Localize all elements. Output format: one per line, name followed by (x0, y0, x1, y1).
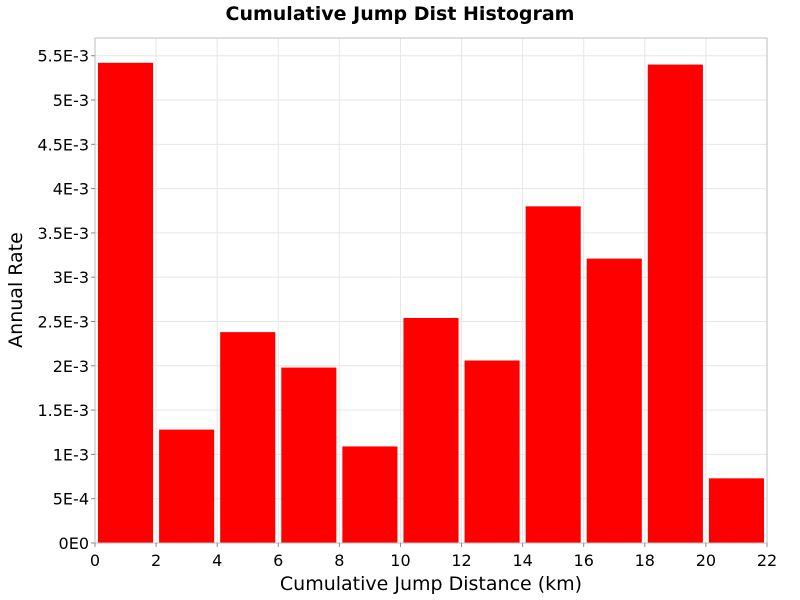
x-tick-label: 2 (151, 551, 161, 570)
chart-title: Cumulative Jump Dist Histogram (226, 3, 575, 25)
x-tick-label: 0 (90, 551, 100, 570)
histogram-bar (708, 478, 764, 543)
plot-frame (94, 37, 768, 544)
y-tick-label: 1E-3 (53, 445, 89, 464)
y-tick-layer: 0E0 5E-4 1E-3 1.5E-3 2E-3 2.5E-3 3E-3 3.5E-3 4E-… (37, 47, 95, 553)
y-tick-label: 4E-3 (53, 180, 89, 199)
y-tick-label: 3.5E-3 (37, 224, 89, 243)
histogram-bar (220, 332, 276, 543)
x-tick-label: 12 (451, 551, 471, 570)
histogram-bar (647, 64, 703, 543)
x-tick-label: 22 (757, 551, 777, 570)
y-tick-label: 5E-3 (53, 91, 89, 110)
y-axis-label: Annual Rate (5, 232, 27, 348)
histogram-bar (586, 258, 642, 543)
y-tick-label: 2.5E-3 (37, 313, 89, 332)
x-tick-label: 8 (334, 551, 344, 570)
bar-layer (98, 62, 764, 544)
histogram-bar (281, 367, 337, 543)
y-tick-label: 4.5E-3 (37, 135, 89, 154)
y-tick-label: 1.5E-3 (37, 401, 89, 420)
x-tick-layer: 0 2 4 6 8 10 12 14 16 18 20 22 (90, 543, 777, 570)
x-tick-label: 4 (212, 551, 222, 570)
y-tick-label: 5.5E-3 (37, 47, 89, 66)
y-tick-label: 2E-3 (53, 357, 89, 376)
x-axis-label: Cumulative Jump Distance (km) (280, 573, 582, 595)
x-tick-label: 18 (635, 551, 655, 570)
y-tick-label: 0E0 (59, 534, 89, 553)
y-tick-label: 3E-3 (53, 268, 89, 287)
x-tick-label: 16 (574, 551, 594, 570)
y-tick-label: 5E-4 (53, 490, 89, 509)
x-tick-label: 14 (512, 551, 532, 570)
histogram-bar (525, 206, 581, 544)
x-tick-label: 10 (390, 551, 410, 570)
histogram-bar (98, 62, 154, 544)
histogram-bar (464, 360, 520, 543)
x-tick-label: 20 (696, 551, 716, 570)
x-tick-label: 6 (273, 551, 283, 570)
histogram-bar (403, 317, 459, 543)
histogram-bar (159, 429, 215, 543)
histogram-bar (342, 446, 398, 543)
